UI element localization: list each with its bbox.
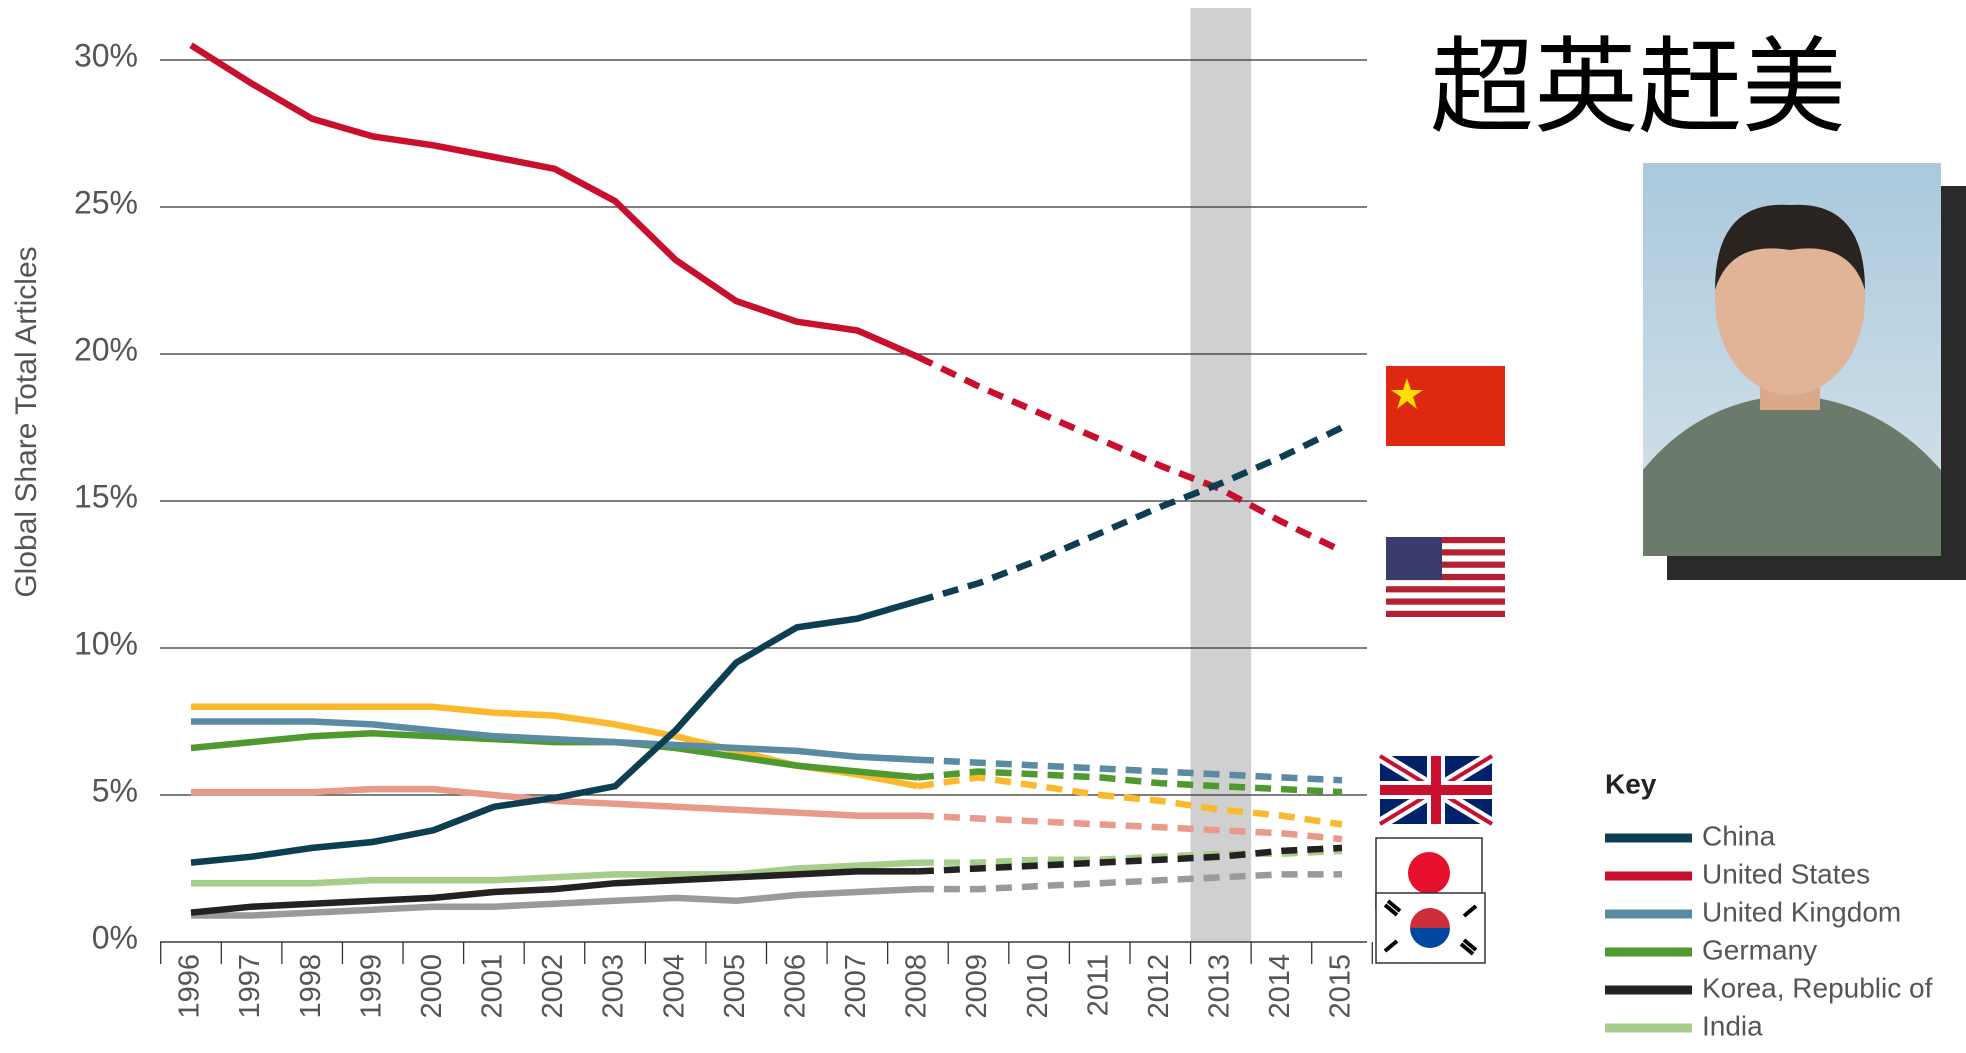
series-line (189, 42, 920, 360)
portrait (1643, 163, 1966, 580)
y-axis-label: Global Share Total Articles (10, 246, 43, 597)
flag-canton (1386, 537, 1442, 580)
legend-label: India (1702, 1010, 1763, 1041)
projected-line (916, 353, 1344, 554)
legend-label: United States (1702, 858, 1870, 889)
legend-label: Korea, Republic of (1702, 972, 1933, 1003)
x-tick-label: 1998 (295, 954, 327, 1019)
x-tick-label: 2002 (537, 954, 569, 1019)
projected-line (917, 774, 1343, 828)
series-line (190, 868, 918, 916)
x-tick-label: 2000 (416, 954, 448, 1019)
series-line (191, 859, 919, 887)
legend-label: China (1702, 820, 1776, 851)
flag-usa (1386, 537, 1505, 617)
projected-line (917, 756, 1343, 784)
x-tick-label: 2013 (1203, 954, 1235, 1019)
x-tick-label: 2012 (1143, 954, 1175, 1019)
x-tick-label: 1999 (355, 954, 387, 1019)
y-tick-label: 30% (74, 37, 138, 73)
flag-uk (1376, 750, 1496, 830)
x-tick-label: 1997 (234, 954, 266, 1019)
series-line (190, 597, 919, 866)
x-tick-label: 2008 (901, 954, 933, 1019)
series-line (191, 885, 919, 919)
projected-line (917, 768, 1343, 796)
x-tick-label: 2015 (1325, 954, 1357, 1019)
x-tick-label: 2001 (477, 954, 509, 1019)
projected-line (916, 424, 1344, 605)
chart-title: 超英赶美 (1430, 26, 1846, 148)
legend-label: United Kingdom (1702, 896, 1901, 927)
x-tick-label: 2010 (1022, 954, 1054, 1019)
y-tick-label: 0% (92, 919, 138, 955)
x-tick-label: 1996 (174, 954, 206, 1019)
flag-china (1386, 366, 1505, 446)
x-tick-label: 2003 (598, 954, 630, 1019)
y-tick-label: 25% (74, 184, 138, 220)
projected-line (917, 844, 1343, 875)
x-tick-label: 2004 (658, 954, 690, 1019)
background (160, 8, 1373, 964)
flag-disc (1408, 852, 1450, 894)
y-tick-label: 15% (74, 478, 138, 514)
flag-korea (1375, 892, 1486, 964)
portrait-body (1643, 395, 1941, 556)
legend-title: Key (1605, 768, 1657, 799)
y-tick-label: 10% (74, 625, 138, 661)
x-tick-label: 2009 (961, 954, 993, 1019)
projected-line (917, 871, 1342, 893)
x-tick-label: 2006 (779, 954, 811, 1019)
x-tick-label: 2014 (1264, 954, 1296, 1019)
x-tick-label: 2005 (719, 954, 751, 1019)
x-tick-label: 2011 (1082, 954, 1114, 1016)
flag-star (1391, 378, 1423, 409)
portrait-face (1715, 205, 1865, 395)
y-tick-label: 5% (92, 772, 138, 808)
plot-area (189, 42, 1344, 919)
portrait-hair (1715, 204, 1865, 290)
y-tick-label: 20% (74, 331, 138, 367)
projected-line (917, 812, 1343, 843)
legend-label: Germany (1702, 934, 1817, 965)
series-line (191, 785, 918, 819)
series-line (191, 718, 919, 763)
flag (1386, 366, 1505, 446)
x-tick-label: 2007 (840, 954, 872, 1019)
